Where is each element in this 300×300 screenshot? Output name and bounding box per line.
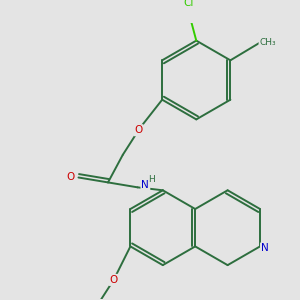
Text: N: N (261, 243, 269, 254)
Text: CH₃: CH₃ (260, 38, 276, 47)
Text: N: N (142, 180, 149, 190)
Text: Cl: Cl (183, 0, 194, 8)
Text: O: O (67, 172, 75, 182)
Text: H: H (148, 175, 155, 184)
Text: O: O (110, 275, 118, 285)
Text: O: O (134, 125, 143, 135)
